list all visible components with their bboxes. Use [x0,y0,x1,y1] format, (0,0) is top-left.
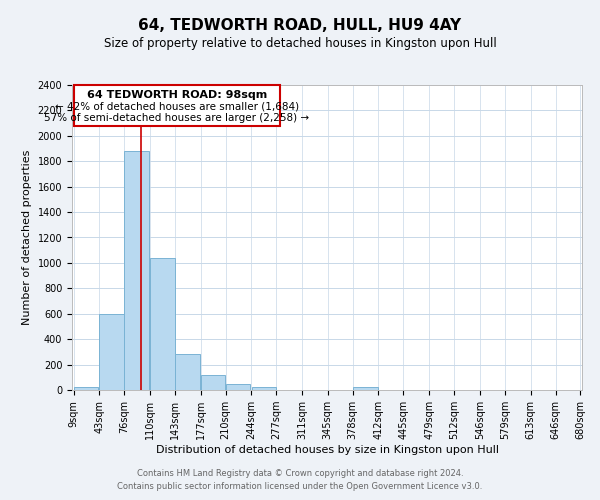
X-axis label: Distribution of detached houses by size in Kingston upon Hull: Distribution of detached houses by size … [155,445,499,455]
Bar [100,314,124,390]
Bar [353,388,377,390]
Bar [201,376,226,390]
Bar [251,388,276,390]
Text: Size of property relative to detached houses in Kingston upon Hull: Size of property relative to detached ho… [104,38,496,51]
Text: 57% of semi-detached houses are larger (2,258) →: 57% of semi-detached houses are larger (… [44,114,310,124]
Text: Contains HM Land Registry data © Crown copyright and database right 2024.: Contains HM Land Registry data © Crown c… [137,468,463,477]
Bar [124,151,149,390]
Bar [226,384,250,390]
FancyBboxPatch shape [74,85,280,126]
Text: 64 TEDWORTH ROAD: 98sqm: 64 TEDWORTH ROAD: 98sqm [86,90,267,100]
Bar [175,354,200,390]
Bar [150,258,175,390]
Y-axis label: Number of detached properties: Number of detached properties [22,150,32,325]
Text: Contains public sector information licensed under the Open Government Licence v3: Contains public sector information licen… [118,482,482,491]
Bar [74,388,98,390]
Text: ← 42% of detached houses are smaller (1,684): ← 42% of detached houses are smaller (1,… [55,102,299,112]
Text: 64, TEDWORTH ROAD, HULL, HU9 4AY: 64, TEDWORTH ROAD, HULL, HU9 4AY [139,18,461,32]
